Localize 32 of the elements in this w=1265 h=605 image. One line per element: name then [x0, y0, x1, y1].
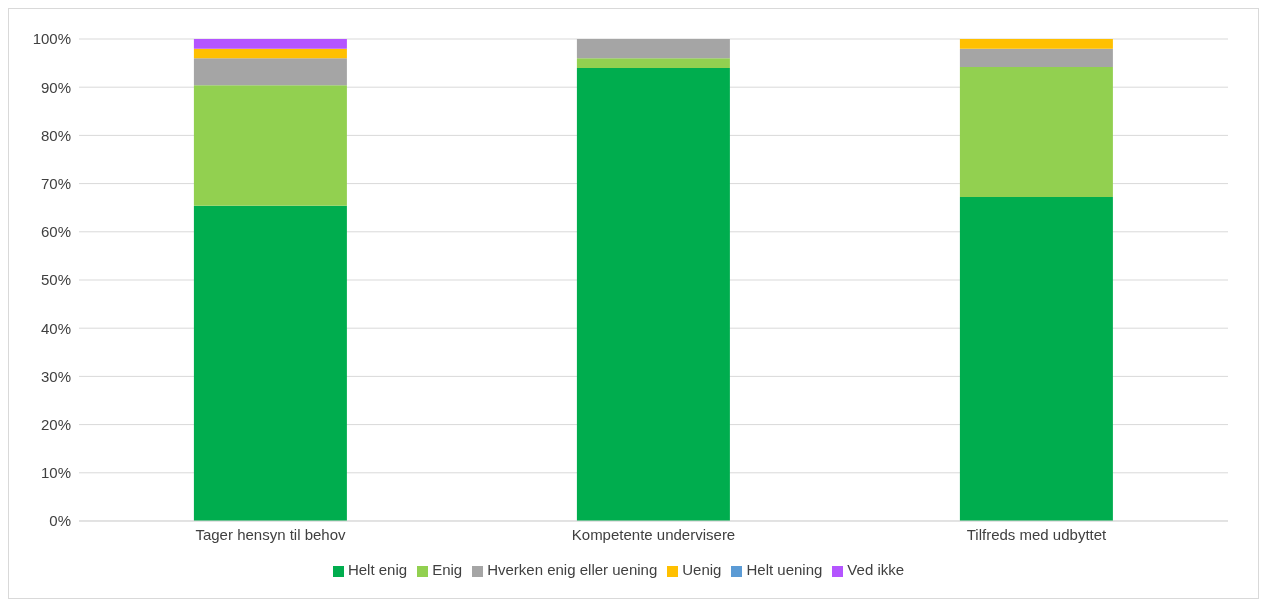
legend-label: Uenig [682, 561, 722, 578]
y-tick-label: 90% [40, 78, 71, 96]
bar [959, 48, 1113, 67]
y-tick-label: 50% [40, 271, 71, 289]
y-tick-label: 10% [40, 464, 71, 482]
legend-label: Enig [432, 561, 463, 578]
legend-label: Helt enig [347, 561, 408, 578]
bar [959, 197, 1113, 521]
y-tick-label: 80% [40, 126, 71, 144]
bar [193, 85, 347, 206]
bar [193, 39, 347, 49]
x-tick-label: Kompetente undervisere [571, 525, 736, 543]
bar [576, 39, 730, 59]
y-tick-label: 40% [40, 319, 71, 337]
y-tick-label: 0% [49, 512, 71, 530]
legend-label: Ved ikke [847, 561, 905, 578]
y-tick-label: 100% [32, 30, 71, 48]
bar [576, 67, 730, 521]
x-tick-label: Tager hensyn til behov [195, 525, 347, 543]
y-tick-label: 20% [40, 415, 71, 433]
legend-label: Hverken enig eller uening [487, 561, 658, 578]
y-tick-label: 60% [40, 223, 71, 241]
x-tick-label: Tilfreds med udbyttet [966, 525, 1108, 543]
y-tick-label: 30% [40, 367, 71, 385]
y-tick-label: 70% [40, 174, 71, 192]
bar [193, 205, 347, 521]
bar [193, 58, 347, 86]
legend-label: Helt uening [746, 561, 823, 578]
bar [193, 48, 347, 59]
bar [959, 39, 1113, 49]
bar [959, 66, 1113, 198]
bar [576, 58, 730, 68]
